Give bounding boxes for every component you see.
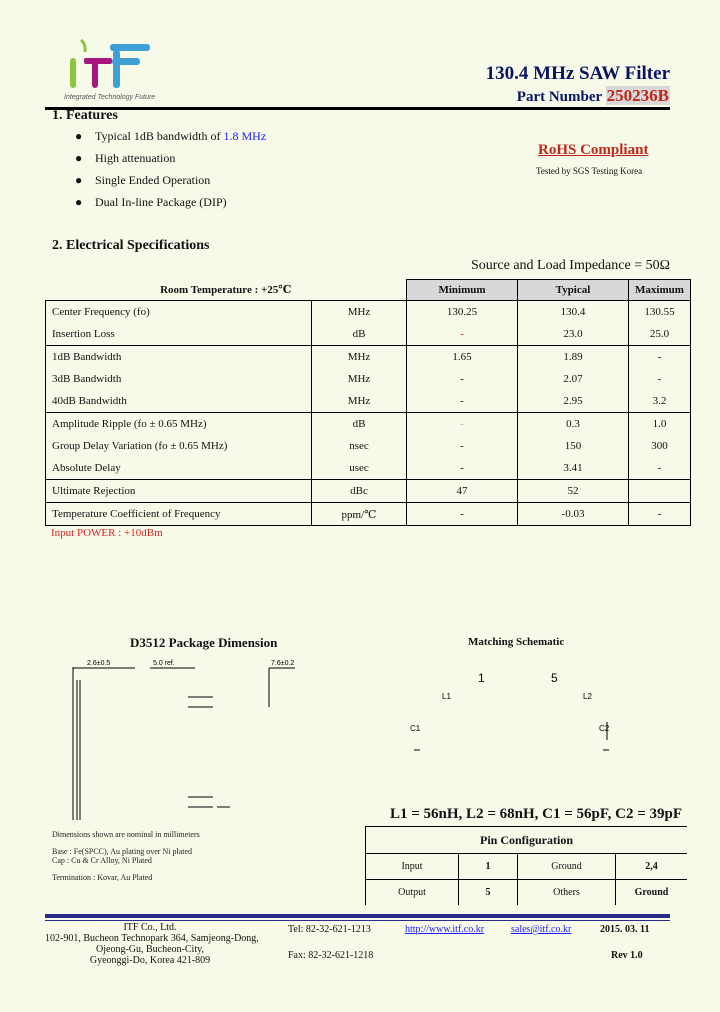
footer-divider	[45, 914, 670, 918]
footer-revision: Rev 1.0	[611, 950, 643, 961]
header-minimum: Minimum	[406, 279, 518, 301]
package-heading: D3512 Package Dimension	[130, 635, 278, 650]
table-row: 1dB Bandwidth MHz 1.65 1.89-	[45, 345, 691, 368]
table-row: Output 5 Others Ground	[365, 879, 687, 905]
footer-tel: Tel: 82-32-621-1213	[288, 924, 371, 935]
dimension-label: 5.0 ref.	[153, 660, 175, 667]
impedance-note: Source and Load Impedance = 50Ω	[470, 258, 670, 273]
table-row: 40dB Bandwidth MHz -2.95 3.2	[45, 390, 691, 413]
pin-config-title: Pin Configuration	[365, 826, 687, 854]
dimension-label: 2.6±0.5	[87, 660, 110, 667]
features-heading: 1. Features	[52, 108, 118, 123]
email-link[interactable]: sales@itf.co.kr	[511, 924, 572, 935]
pin-label: 5	[551, 671, 558, 685]
table-row: Ultimate Rejection dBc 47 52	[45, 479, 691, 503]
component-label: C2	[599, 724, 610, 733]
feature-item: ● Dual In-line Package (DIP)	[75, 195, 227, 209]
component-label: L2	[583, 692, 592, 701]
page-title: 130.4 MHz SAW Filter	[485, 63, 670, 84]
website-link[interactable]: http://www.itf.co.kr	[405, 924, 485, 935]
part-number: 250236B	[605, 86, 670, 105]
schematic-heading: Matching Schematic	[468, 636, 565, 648]
package-note: Base : Fe(SPCC), Au plating over Ni plat…	[52, 847, 192, 856]
footer-date: 2015. 03. 11	[600, 924, 650, 935]
feature-item: ● High attenuation	[75, 151, 176, 165]
address-line: Ojeong-Gu, Bucheon-City,	[96, 944, 204, 955]
part-number-label: Part Number	[516, 89, 602, 105]
package-dimension-drawing: 2.6±0.5 5.0 ref. 7.6±0.2	[72, 660, 295, 820]
header-room-temp: Room Temperature : +25℃	[160, 284, 292, 297]
table-row: Insertion Loss dB -23.0 25.0	[45, 323, 691, 346]
header-typical: Typical	[517, 279, 629, 301]
pin-configuration-table: Pin Configuration Input 1 Ground 2,4 Output…	[365, 826, 687, 905]
component-label: C1	[410, 724, 421, 733]
table-row: Amplitude Ripple (fo ± 0.65 MHz) dB -0.3 1.…	[45, 412, 691, 435]
input-power-note: Input POWER : +10dBm	[51, 527, 163, 539]
table-row: Temperature Coefficient of Frequency ppm/…	[45, 502, 691, 526]
company-name: ITF Co., Ltd.	[123, 922, 177, 933]
dimension-label: 7.6±0.2	[271, 660, 294, 667]
company-logo: Integrated Technology Future	[62, 38, 162, 108]
rohs-tested-note: Tested by SGS Testing Korea	[536, 166, 643, 176]
specs-heading: 2. Electrical Specifications	[52, 238, 210, 253]
electrical-spec-table: Room Temperature : +25℃ Minimum Typical …	[45, 279, 691, 526]
feature-item: ● Single Ended Operation	[75, 173, 211, 187]
logo-tagline: Integrated Technology Future	[64, 94, 156, 101]
footer-fax: Fax: 82-32-621-1218	[288, 950, 374, 961]
footer-company: ITF Co., Ltd. 102-901, Bucheon Technopar…	[45, 922, 259, 966]
address-line: 102-901, Bucheon Technopark 364, Samjeon…	[45, 933, 259, 944]
package-note: Termination : Kovar, Au Plated	[52, 873, 153, 882]
table-row: Input 1 Ground 2,4	[365, 853, 687, 880]
table-row: Absolute Delay usec -3.41-	[45, 457, 691, 480]
package-note: Dimensions shown are nominal in millimet…	[52, 830, 200, 839]
table-row: 3dB Bandwidth MHz -2.07-	[45, 368, 691, 390]
footer-divider	[45, 920, 670, 921]
header-maximum: Maximum	[628, 279, 691, 301]
feature-item: ● Typical 1dB bandwidth of 1.8 MHz	[75, 129, 267, 143]
part-number-line: Part Number 250236B	[517, 86, 670, 106]
header-divider	[45, 107, 670, 110]
table-row: Center Frequency (fo) MHz 130.25 130.4 130.5…	[45, 300, 691, 323]
component-values: L1 = 56nH, L2 = 68nH, C1 = 56pF, C2 = 39…	[390, 806, 683, 822]
pin-label: 1	[478, 671, 485, 685]
package-note: Cap : Cu & Cr Alloy, Ni Plated	[52, 856, 152, 865]
address-line: Gyeonggi-Do, Korea 421-809	[89, 955, 211, 966]
matching-schematic: 1 5 L1 L2 C1 C2	[410, 671, 610, 751]
table-row: Group Delay Variation (fo ± 0.65 MHz) nse…	[45, 435, 691, 457]
component-label: L1	[442, 692, 451, 701]
rohs-badge: RoHS Compliant	[538, 142, 649, 158]
